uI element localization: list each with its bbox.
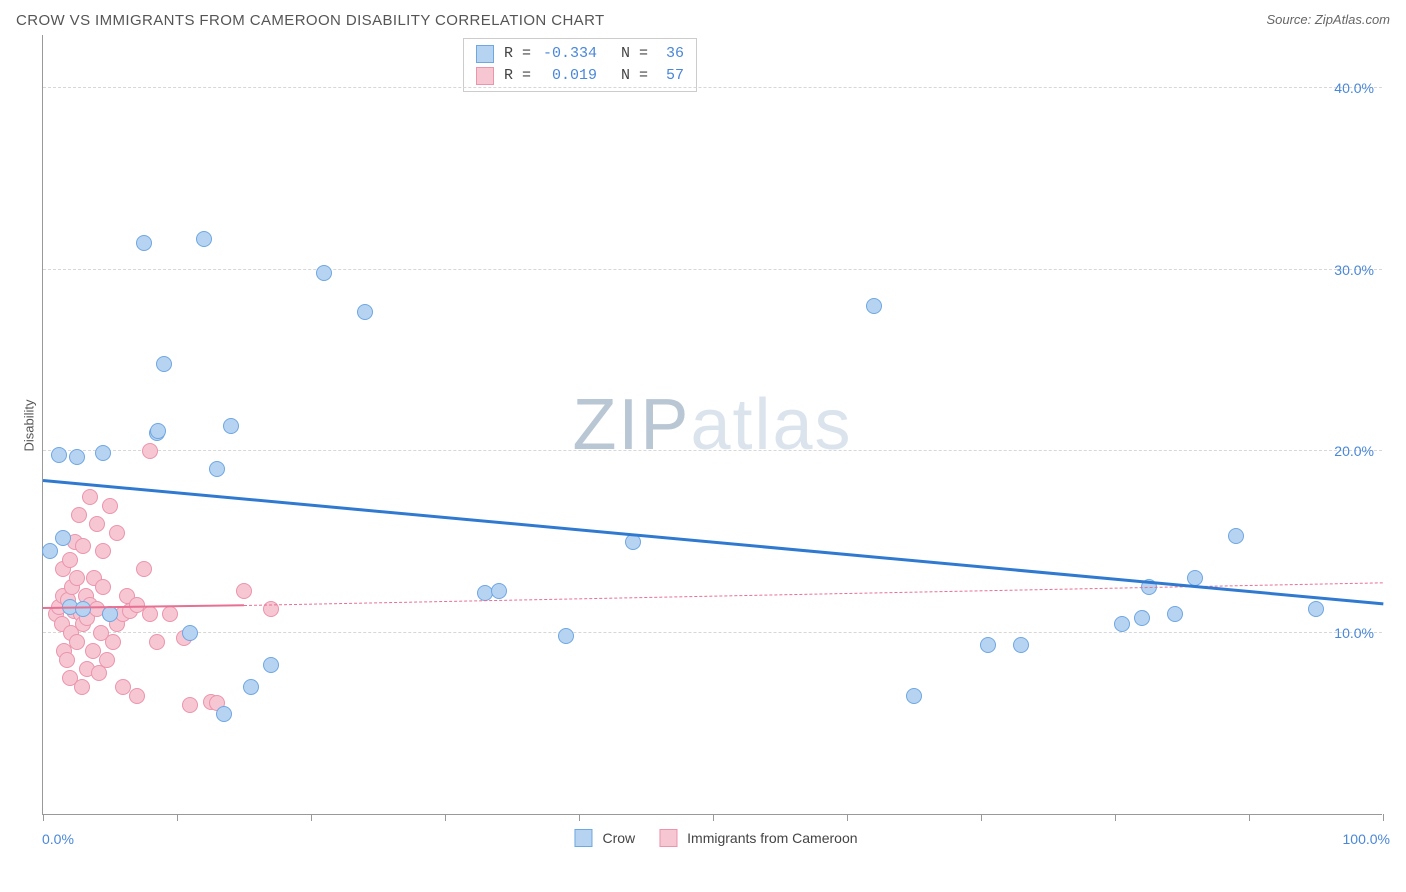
cameroon-n-value: 57 xyxy=(654,65,684,87)
swatch-cameroon-icon xyxy=(659,829,677,847)
crow-point xyxy=(55,530,71,546)
cameroon-point xyxy=(149,634,165,650)
bottom-legend: Crow Immigrants from Cameroon xyxy=(574,829,857,847)
x-tick xyxy=(1115,814,1116,821)
crow-point xyxy=(243,679,259,695)
source-attribution: Source: ZipAtlas.com xyxy=(1266,12,1390,27)
y-axis-label: Disability xyxy=(22,399,37,451)
cameroon-point xyxy=(182,697,198,713)
crow-point xyxy=(223,418,239,434)
crow-point xyxy=(1114,616,1130,632)
crow-point xyxy=(136,235,152,251)
x-axis-min-label: 0.0% xyxy=(42,831,74,847)
x-tick xyxy=(445,814,446,821)
crow-point xyxy=(102,606,118,622)
crow-point xyxy=(1134,610,1150,626)
crow-point xyxy=(182,625,198,641)
y-tick-label: 20.0% xyxy=(1334,443,1374,459)
chart-title: CROW VS IMMIGRANTS FROM CAMEROON DISABIL… xyxy=(16,12,605,29)
cameroon-r-value: 0.019 xyxy=(537,65,597,87)
cameroon-point xyxy=(236,583,252,599)
gridline xyxy=(43,87,1382,88)
cameroon-point xyxy=(102,498,118,514)
cameroon-point xyxy=(129,688,145,704)
crow-point xyxy=(558,628,574,644)
cameroon-point xyxy=(105,634,121,650)
cameroon-point xyxy=(62,552,78,568)
crow-point xyxy=(69,449,85,465)
cameroon-point xyxy=(99,652,115,668)
crow-point xyxy=(1167,606,1183,622)
cameroon-point xyxy=(142,606,158,622)
legend-item-cameroon: Immigrants from Cameroon xyxy=(659,829,857,847)
crow-point xyxy=(51,447,67,463)
watermark: ZIPatlas xyxy=(572,384,852,466)
crow-point xyxy=(196,231,212,247)
crow-point xyxy=(156,356,172,372)
stats-row-crow: R = -0.334 N = 36 xyxy=(476,43,684,65)
x-tick xyxy=(1383,814,1384,821)
x-tick xyxy=(311,814,312,821)
scatter-plot: ZIPatlas R = -0.334 N = 36 R = 0.019 N =… xyxy=(42,35,1382,815)
gridline xyxy=(43,269,1382,270)
cameroon-point xyxy=(89,516,105,532)
crow-point xyxy=(866,298,882,314)
cameroon-point xyxy=(82,489,98,505)
cameroon-point xyxy=(162,606,178,622)
crow-point xyxy=(150,423,166,439)
crow-point xyxy=(906,688,922,704)
x-axis-max-label: 100.0% xyxy=(1343,831,1390,847)
x-tick xyxy=(981,814,982,821)
crow-point xyxy=(316,265,332,281)
crow-point xyxy=(263,657,279,673)
crow-point xyxy=(491,583,507,599)
crow-point xyxy=(95,445,111,461)
cameroon-point xyxy=(69,570,85,586)
crow-point xyxy=(357,304,373,320)
crow-point xyxy=(209,461,225,477)
cameroon-point xyxy=(59,652,75,668)
gridline xyxy=(43,450,1382,451)
legend-item-crow: Crow xyxy=(574,829,635,847)
swatch-crow-icon xyxy=(574,829,592,847)
crow-point xyxy=(1308,601,1324,617)
cameroon-point xyxy=(69,634,85,650)
cameroon-point xyxy=(95,579,111,595)
cameroon-point xyxy=(142,443,158,459)
chart-container: Disability ZIPatlas R = -0.334 N = 36 R … xyxy=(16,35,1390,815)
stats-legend-box: R = -0.334 N = 36 R = 0.019 N = 57 xyxy=(463,38,697,92)
crow-point xyxy=(216,706,232,722)
cameroon-point xyxy=(95,543,111,559)
crow-point xyxy=(42,543,58,559)
crow-point xyxy=(1228,528,1244,544)
y-tick-label: 40.0% xyxy=(1334,80,1374,96)
swatch-crow xyxy=(476,45,494,63)
cameroon-point xyxy=(74,679,90,695)
crow-r-value: -0.334 xyxy=(537,43,597,65)
swatch-cameroon xyxy=(476,67,494,85)
x-tick xyxy=(579,814,580,821)
x-tick xyxy=(847,814,848,821)
crow-point xyxy=(980,637,996,653)
cameroon-point xyxy=(85,643,101,659)
crow-point xyxy=(1013,637,1029,653)
crow-n-value: 36 xyxy=(654,43,684,65)
stats-row-cameroon: R = 0.019 N = 57 xyxy=(476,65,684,87)
x-tick xyxy=(43,814,44,821)
cameroon-point xyxy=(136,561,152,577)
x-tick xyxy=(1249,814,1250,821)
cameroon-point xyxy=(71,507,87,523)
cameroon-point xyxy=(75,538,91,554)
gridline xyxy=(43,632,1382,633)
crow-point xyxy=(75,601,91,617)
x-tick xyxy=(177,814,178,821)
y-tick-label: 30.0% xyxy=(1334,262,1374,278)
y-tick-label: 10.0% xyxy=(1334,625,1374,641)
cameroon-point xyxy=(109,525,125,541)
x-tick xyxy=(713,814,714,821)
